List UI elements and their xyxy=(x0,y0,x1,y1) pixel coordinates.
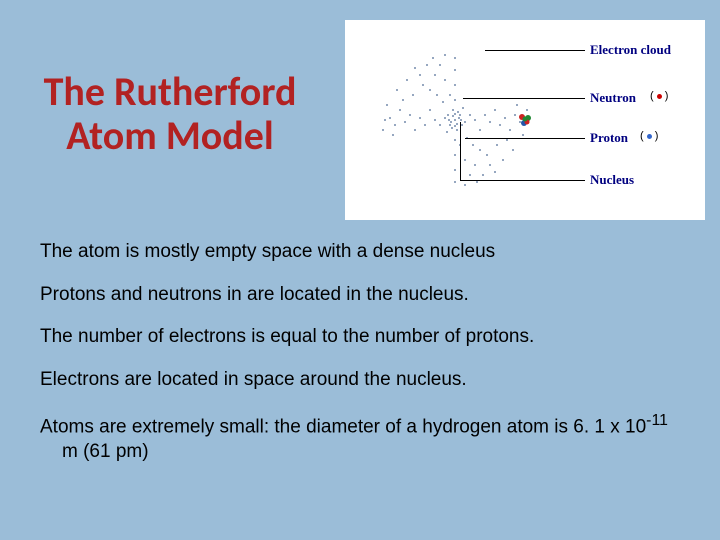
paragraph-2: Protons and neutrons in are located in t… xyxy=(40,283,685,308)
label-line xyxy=(485,50,585,51)
nucleus-icon xyxy=(516,111,534,129)
electron-cloud-icon xyxy=(375,40,535,200)
neutron-label: Neutron xyxy=(590,90,636,106)
neutron-marker: ( ) xyxy=(650,90,668,102)
label-line xyxy=(460,180,585,181)
paragraph-3: The number of electrons is equal to the … xyxy=(40,325,685,350)
label-line xyxy=(463,98,585,99)
page-title: The Rutherford Atom Model xyxy=(0,20,340,158)
body-content: The atom is mostly empty space with a de… xyxy=(0,220,720,464)
para5-text2: m (61 pm) xyxy=(62,441,149,462)
nucleus-label: Nucleus xyxy=(590,172,634,188)
paragraph-5: Atoms are extremely small: the diameter … xyxy=(40,411,685,465)
superscript: -11 xyxy=(646,412,668,429)
atom-diagram: Electron cloud Neutron ( ) Proton ( ) Nu… xyxy=(345,20,705,220)
para5-text1: Atoms are extremely small: the diameter … xyxy=(40,416,646,437)
electron-cloud-label: Electron cloud xyxy=(590,42,671,58)
proton-label: Proton xyxy=(590,130,628,146)
header-section: The Rutherford Atom Model xyxy=(0,0,720,220)
label-line xyxy=(460,122,461,180)
paragraph-1: The atom is mostly empty space with a de… xyxy=(40,240,685,265)
proton-marker: ( ) xyxy=(640,130,658,142)
paragraph-4: Electrons are located in space around th… xyxy=(40,368,685,393)
label-line xyxy=(465,138,585,139)
